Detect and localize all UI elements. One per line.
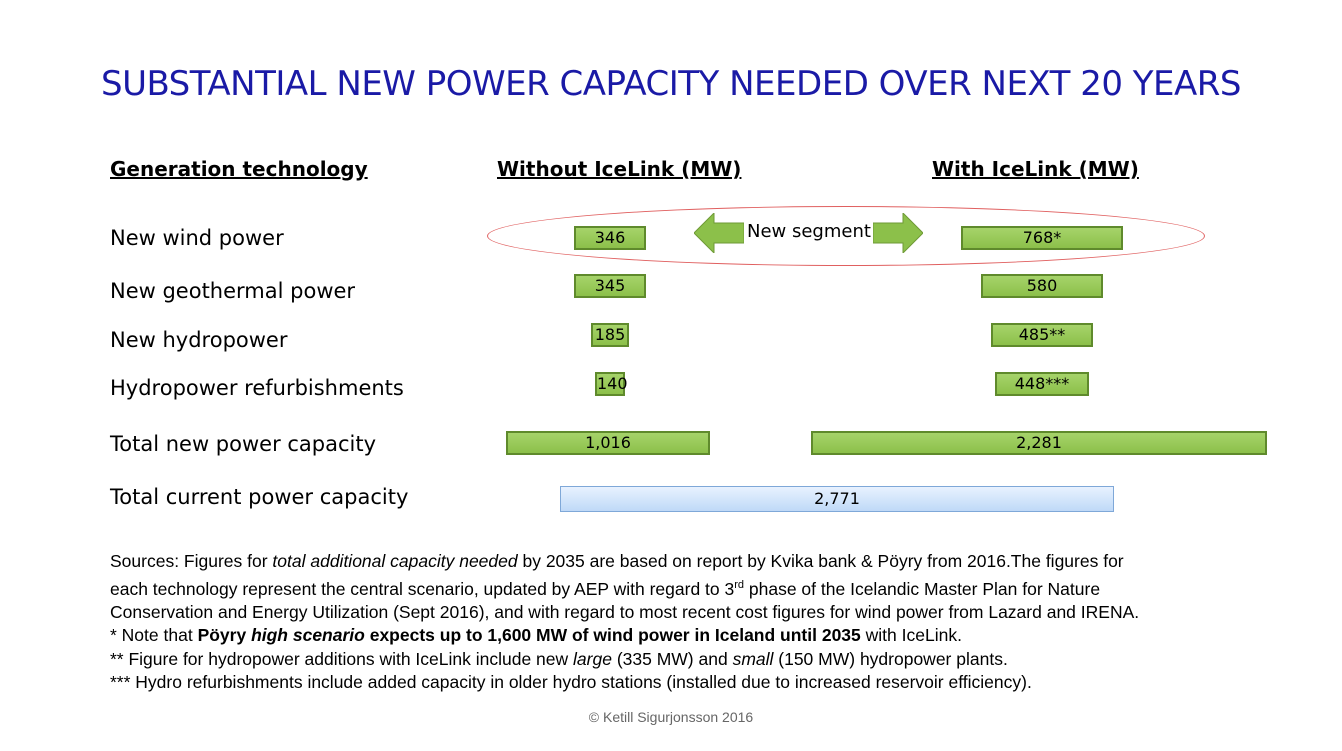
right-arrow-icon xyxy=(873,213,923,253)
copyright-footer: © Ketill Sigurjonsson 2016 xyxy=(588,709,754,725)
row-label-total-current-power-capacity: Total current power capacity xyxy=(110,485,409,509)
page-title: SUBSTANTIAL NEW POWER CAPACITY NEEDED OV… xyxy=(100,64,1242,104)
row-label-new-hydropower: New hydropower xyxy=(110,328,288,352)
row-label-hydropower-refurbishments: Hydropower refurbishments xyxy=(110,376,404,400)
left-arrow-icon xyxy=(694,213,744,253)
note-sources-line2: each technology represent the central sc… xyxy=(110,578,1101,599)
bar-with-4: 448*** xyxy=(994,372,1090,396)
bar-with-2: 580 xyxy=(981,274,1103,298)
row-label-new-wind-power: New wind power xyxy=(110,226,284,250)
note-wind: * Note that Pöyry high scenario expects … xyxy=(110,625,962,646)
row-label-total-new-power-capacity: Total new power capacity xyxy=(110,432,377,456)
new-segment-ellipse xyxy=(487,206,1205,266)
header-generation-technology: Generation technology xyxy=(110,157,368,181)
bar-without-3: 185 xyxy=(590,323,630,347)
bar-without-4: 140 xyxy=(595,372,628,396)
bar-without-5: 1,016 xyxy=(506,431,710,455)
bar-current-capacity: 2,771 xyxy=(559,486,1115,512)
header-without-icelink: Without IceLink (MW) xyxy=(497,157,742,181)
bar-without-2: 345 xyxy=(573,274,647,298)
new-segment-label: New segment xyxy=(747,221,871,242)
bar-with-5: 2,281 xyxy=(810,431,1268,455)
source-notes: Sources: Figures for total additional ca… xyxy=(110,550,1310,695)
bar-with-3: 485** xyxy=(991,323,1093,347)
note-refurbishments: *** Hydro refurbishments include added c… xyxy=(110,672,1032,693)
row-label-new-geothermal-power: New geothermal power xyxy=(110,279,356,303)
note-sources-line3: Conservation and Energy Utilization (Sep… xyxy=(110,601,1140,622)
header-with-icelink: With IceLink (MW) xyxy=(932,157,1139,181)
note-hydropower: ** Figure for hydropower additions with … xyxy=(110,648,1008,669)
note-sources-line1: Sources: Figures for total additional ca… xyxy=(110,551,1124,571)
